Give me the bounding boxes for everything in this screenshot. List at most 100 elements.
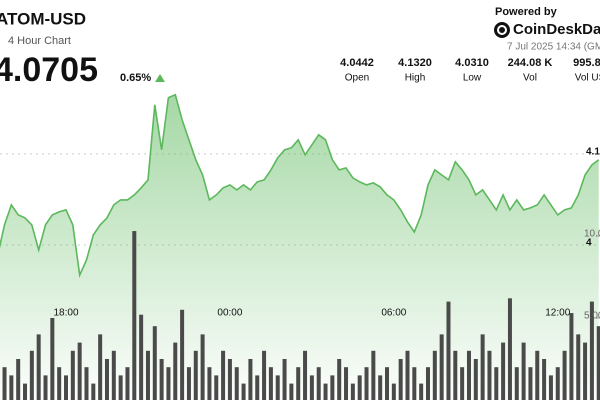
- volume-bar: [528, 367, 533, 400]
- x-tick-label: 12:00: [545, 308, 570, 319]
- volume-bar: [296, 367, 301, 400]
- volume-bar: [145, 350, 150, 400]
- volume-bar: [23, 383, 28, 400]
- stat-label: High: [405, 73, 426, 84]
- volume-bar: [221, 350, 226, 400]
- stat-value: 244.08 K: [508, 57, 553, 69]
- x-tick-label: 18:00: [53, 308, 78, 319]
- volume-bar: [64, 375, 68, 400]
- volume-bar: [514, 367, 519, 400]
- volume-bar: [9, 375, 14, 400]
- volume-bar: [596, 326, 600, 400]
- volume-bar: [200, 334, 205, 400]
- volume-bar: [303, 350, 308, 400]
- volume-bar: [576, 334, 581, 400]
- stat-value: 995.89: [573, 57, 600, 69]
- brand-logo-mark: [497, 25, 507, 35]
- volume-bar: [432, 350, 437, 400]
- volume-bar: [255, 375, 260, 400]
- timestamp: 7 Jul 2025 14:34 (GMT: [507, 42, 600, 53]
- volume-bar: [562, 350, 567, 400]
- volume-bar: [50, 317, 55, 400]
- volume-bar: [569, 313, 574, 400]
- volume-bar: [29, 350, 34, 400]
- stat-value: 4.1320: [398, 57, 432, 69]
- stat-value: 4.0310: [455, 57, 489, 69]
- volume-bar: [104, 358, 109, 400]
- stat-value: 4.0442: [340, 57, 374, 69]
- volume-bar: [268, 367, 273, 400]
- volume-bar: [350, 383, 355, 400]
- volume-bar: [152, 326, 157, 400]
- volume-bar: [70, 350, 75, 400]
- volume-bar: [282, 358, 287, 400]
- volume-bar: [227, 358, 232, 400]
- chart-title: ATOM-USD: [0, 9, 86, 28]
- volume-bar: [43, 375, 48, 400]
- stat-label: Vol US: [575, 73, 600, 84]
- y2-tick-label: 5.00: [584, 311, 600, 322]
- volume-bar: [323, 383, 328, 400]
- stat-label: Low: [463, 73, 482, 84]
- volume-bar: [36, 334, 41, 400]
- y2-tick-label: 10.00: [584, 229, 600, 240]
- volume-bar: [494, 367, 499, 400]
- volume-bar: [371, 350, 376, 400]
- x-tick-label: 06:00: [381, 308, 406, 319]
- volume-bar: [118, 375, 123, 400]
- volume-bar: [91, 383, 96, 400]
- volume-bar: [378, 375, 383, 400]
- volume-bar: [16, 358, 21, 400]
- x-tick-label: 00:00: [217, 308, 242, 319]
- volume-bar: [412, 367, 417, 400]
- volume-bar: [535, 350, 540, 400]
- y-tick-label: 4: [586, 238, 592, 249]
- volume-bar: [289, 383, 294, 400]
- volume-bar: [480, 334, 485, 400]
- volume-bar: [193, 350, 198, 400]
- volume-bar: [425, 367, 430, 400]
- volume-bar: [139, 314, 144, 400]
- volume-bar: [316, 367, 321, 400]
- volume-bar: [275, 375, 280, 400]
- volume-bar: [330, 375, 335, 400]
- volume-bar: [98, 334, 103, 400]
- volume-bar: [77, 342, 82, 400]
- volume-bar: [241, 383, 246, 400]
- volume-bar: [214, 375, 219, 400]
- stat-label: Vol: [523, 73, 537, 84]
- volume-bar: [398, 358, 403, 400]
- volume-bar: [589, 301, 594, 400]
- volume-bar: [466, 350, 471, 400]
- volume-bar: [2, 367, 7, 400]
- powered-by: Powered by: [495, 6, 558, 18]
- volume-bar: [234, 367, 239, 400]
- volume-bar: [357, 375, 362, 400]
- volume-bar: [446, 301, 451, 400]
- stat-label: Open: [345, 73, 369, 84]
- volume-bar: [248, 358, 253, 400]
- volume-bar: [84, 367, 89, 400]
- volume-bar: [391, 383, 396, 400]
- brand-name: CoinDeskData: [513, 21, 600, 38]
- volume-bar: [555, 367, 560, 400]
- last-price: 4.0705: [0, 51, 98, 89]
- volume-bar: [487, 350, 492, 400]
- volume-bar: [419, 383, 424, 400]
- volume-bar: [460, 367, 465, 400]
- volume-bar: [439, 334, 444, 400]
- volume-bar: [337, 358, 342, 400]
- volume-bar: [186, 367, 191, 400]
- volume-bar: [166, 367, 171, 400]
- volume-bar: [173, 342, 178, 400]
- volume-bar: [111, 350, 116, 400]
- volume-bar: [405, 350, 410, 400]
- brand-logo: [494, 22, 510, 38]
- volume-bar: [132, 231, 137, 400]
- volume-bar: [262, 350, 267, 400]
- volume-bar: [364, 367, 369, 400]
- volume-bar: [57, 367, 62, 400]
- volume-bar: [521, 342, 526, 400]
